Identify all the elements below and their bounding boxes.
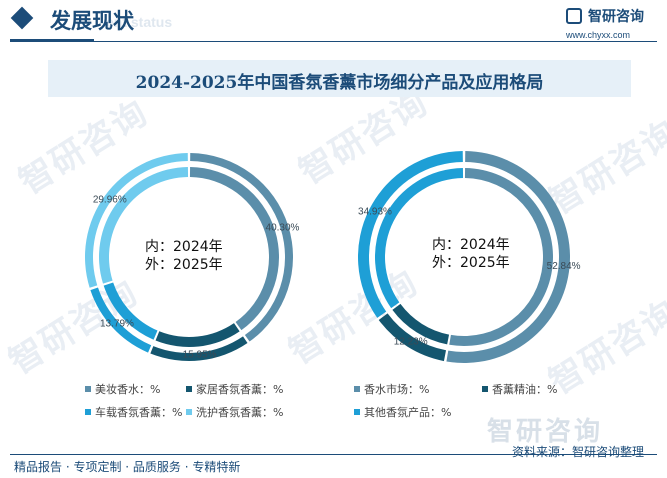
legend-label: 美妆香水：%: [95, 383, 161, 396]
source-note: 资料来源：智研咨询整理: [512, 445, 645, 459]
legend-label: 洗护香氛香薰：%: [196, 406, 284, 419]
donut-slice-0-1-0: [190, 153, 293, 342]
center-label-left: 内：2024年 外：2025年: [145, 238, 223, 274]
data-label-0-2: 13.79%: [100, 318, 134, 329]
legend-swatch: [85, 409, 91, 415]
legend-item: 车载香氛香薰：%: [85, 404, 182, 420]
legend-label: 香薰精油：%: [492, 383, 558, 396]
logo-name: 智研咨询: [588, 9, 644, 25]
donut-slice-1-0-2: [374, 168, 464, 309]
footer-logo: 智研咨询: [487, 417, 604, 447]
section-title: 发展现状: [50, 9, 134, 33]
legend-swatch: [354, 386, 360, 392]
donut-slice-1-0-1: [392, 303, 450, 345]
center-label-right: 内：2024年 外：2025年: [432, 236, 510, 272]
legend-label: 香水市场：%: [364, 383, 430, 396]
data-label-0-3: 29.96%: [93, 194, 127, 205]
header-divider-accent: [10, 39, 94, 42]
legend-swatch: [482, 386, 488, 392]
center-label-outer: 外：2025年: [432, 255, 510, 271]
legend-item: 香薰精油：%: [482, 381, 557, 397]
legend-label: 其他香氛产品：%: [364, 406, 452, 419]
header-divider: [10, 41, 657, 42]
legend-item: 洗护香氛香薰：%: [186, 404, 283, 420]
donut-slice-1-1-1: [378, 313, 447, 362]
donut-slice-0-0-3: [99, 167, 189, 284]
footer-divider: [10, 454, 657, 455]
center-label-outer: 外：2025年: [145, 257, 223, 273]
footer-slogan: 精品报告 · 专项定制 · 品质服务 · 专精特新: [14, 460, 241, 474]
logo-url: www.chyxx.com: [566, 30, 631, 40]
section-header: ent status 发展现状 智研咨询 www.chyxx.com: [0, 0, 667, 44]
legend-label: 车载香氛香薰：%: [95, 406, 183, 419]
center-label-inner: 内：2024年: [145, 239, 223, 255]
legend-item: 香水市场：%: [354, 381, 429, 397]
data-label-0-0: 40.30%: [266, 223, 300, 234]
data-label-0-1: 15.95%: [183, 349, 217, 360]
chart-title: 2024-2025年中国香氛香薰市场细分产品及应用格局: [135, 73, 544, 93]
donut-slice-1-1-2: [358, 151, 463, 318]
donut-slice-0-0-2: [103, 282, 158, 340]
legend-swatch: [186, 409, 192, 415]
donut-slice-0-0-1: [155, 323, 240, 348]
data-label-1-2: 34.93%: [358, 206, 392, 217]
legend-swatch: [354, 409, 360, 415]
chart-title-bar: 2024-2025年中国香氛香薰市场细分产品及应用格局: [48, 60, 631, 97]
legend-item: 其他香氛产品：%: [354, 404, 451, 420]
donut-slice-0-1-2: [90, 287, 152, 353]
legend-label: 家居香氛香薰：%: [196, 383, 284, 396]
data-label-1-0: 52.84%: [547, 261, 581, 272]
center-label-inner: 内：2024年: [432, 237, 510, 253]
legend-item: 家居香氛香薰：%: [186, 381, 283, 397]
legend-swatch: [85, 386, 91, 392]
legend-swatch: [186, 386, 192, 392]
legend-item: 美妆香水：%: [85, 381, 160, 397]
logo-icon: [566, 8, 582, 24]
donut-slice-0-1-1: [150, 336, 248, 362]
section-subtitle: ent status: [106, 14, 173, 30]
data-label-1-1: 12.23%: [394, 337, 428, 348]
donut-slice-0-0-0: [189, 167, 279, 331]
